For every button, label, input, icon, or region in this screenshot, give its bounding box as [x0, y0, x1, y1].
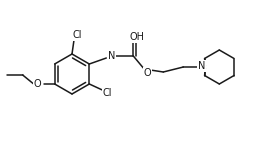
Text: O: O	[144, 68, 151, 78]
Text: OH: OH	[130, 32, 145, 42]
Text: Cl: Cl	[102, 88, 112, 98]
Text: N: N	[108, 51, 115, 61]
Text: O: O	[34, 79, 41, 89]
Text: N: N	[198, 61, 205, 71]
Text: Cl: Cl	[72, 30, 82, 40]
